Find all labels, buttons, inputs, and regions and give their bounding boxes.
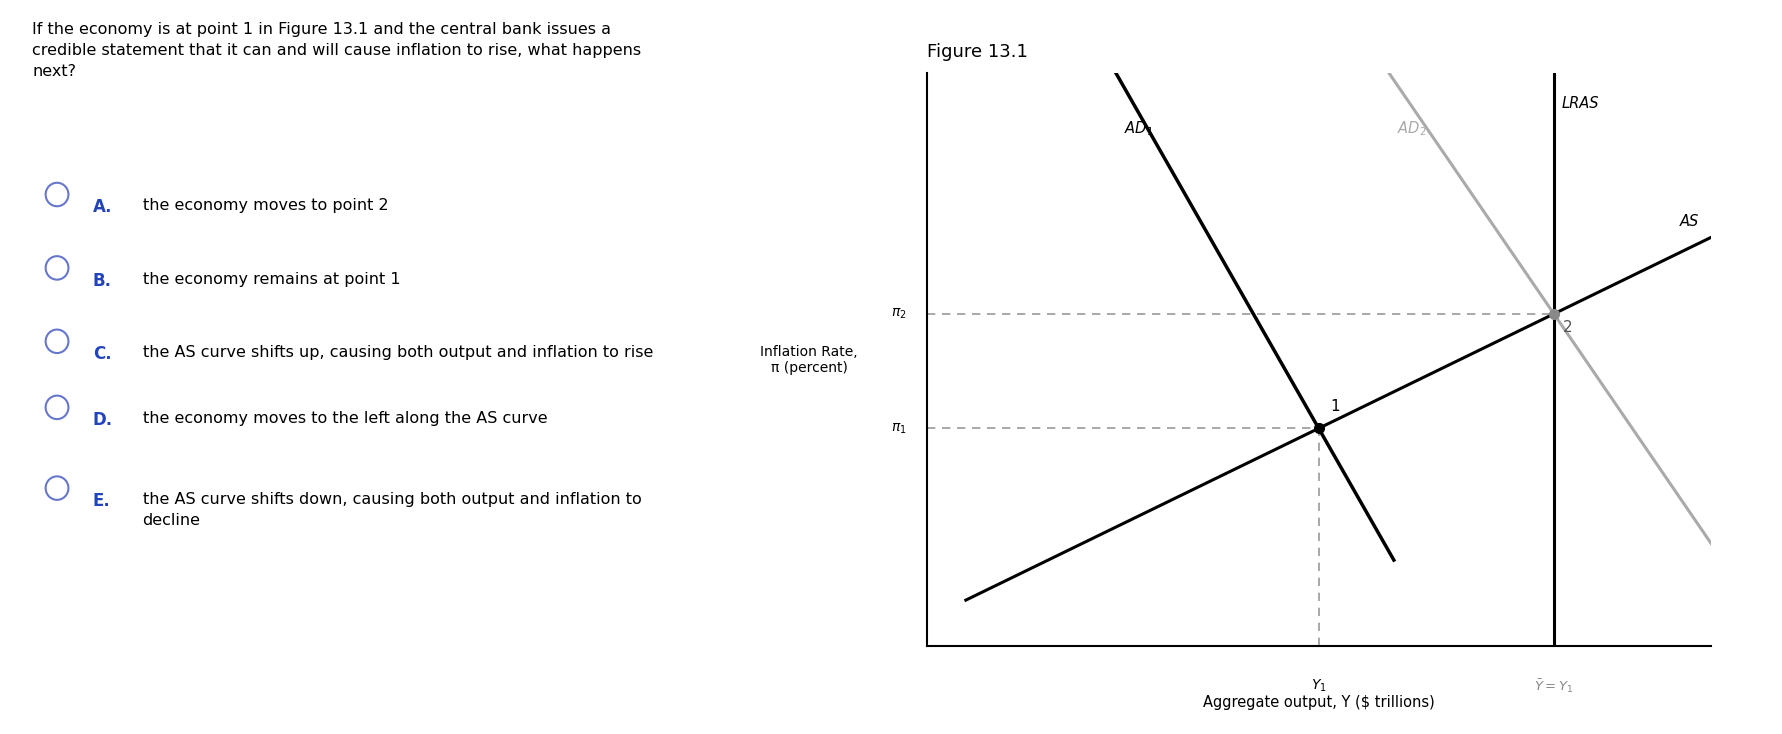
Text: 1: 1: [1331, 399, 1340, 414]
Text: the economy remains at point 1: the economy remains at point 1: [143, 272, 401, 286]
Text: the economy moves to the left along the AS curve: the economy moves to the left along the …: [143, 411, 547, 426]
Text: 2: 2: [1563, 319, 1574, 335]
Text: the economy moves to point 2: the economy moves to point 2: [143, 198, 388, 213]
Text: $\pi_1$: $\pi_1$: [891, 421, 907, 435]
Text: D.: D.: [93, 411, 112, 429]
Text: $AD_1$: $AD_1$: [1124, 119, 1153, 138]
Text: If the economy is at point 1 in Figure 13.1 and the central bank issues a
credib: If the economy is at point 1 in Figure 1…: [32, 22, 642, 79]
X-axis label: Aggregate output, Y ($ trillions): Aggregate output, Y ($ trillions): [1203, 694, 1435, 710]
Text: $\bar{Y}=Y_1$: $\bar{Y}=Y_1$: [1534, 677, 1574, 695]
Text: Figure 13.1: Figure 13.1: [927, 43, 1028, 61]
Text: C.: C.: [93, 345, 110, 363]
Text: A.: A.: [93, 198, 112, 217]
Text: Inflation Rate,
π (percent): Inflation Rate, π (percent): [761, 344, 857, 375]
Text: the AS curve shifts up, causing both output and inflation to rise: the AS curve shifts up, causing both out…: [143, 345, 652, 360]
Text: $AD_2$: $AD_2$: [1397, 119, 1427, 138]
Text: AS: AS: [1680, 214, 1698, 229]
Text: $\pi_2$: $\pi_2$: [891, 307, 907, 321]
Text: E.: E.: [93, 492, 110, 510]
Text: $Y_1$: $Y_1$: [1312, 677, 1326, 694]
Text: LRAS: LRAS: [1561, 96, 1598, 112]
Text: the AS curve shifts down, causing both output and inflation to
decline: the AS curve shifts down, causing both o…: [143, 492, 642, 528]
Text: B.: B.: [93, 272, 112, 290]
